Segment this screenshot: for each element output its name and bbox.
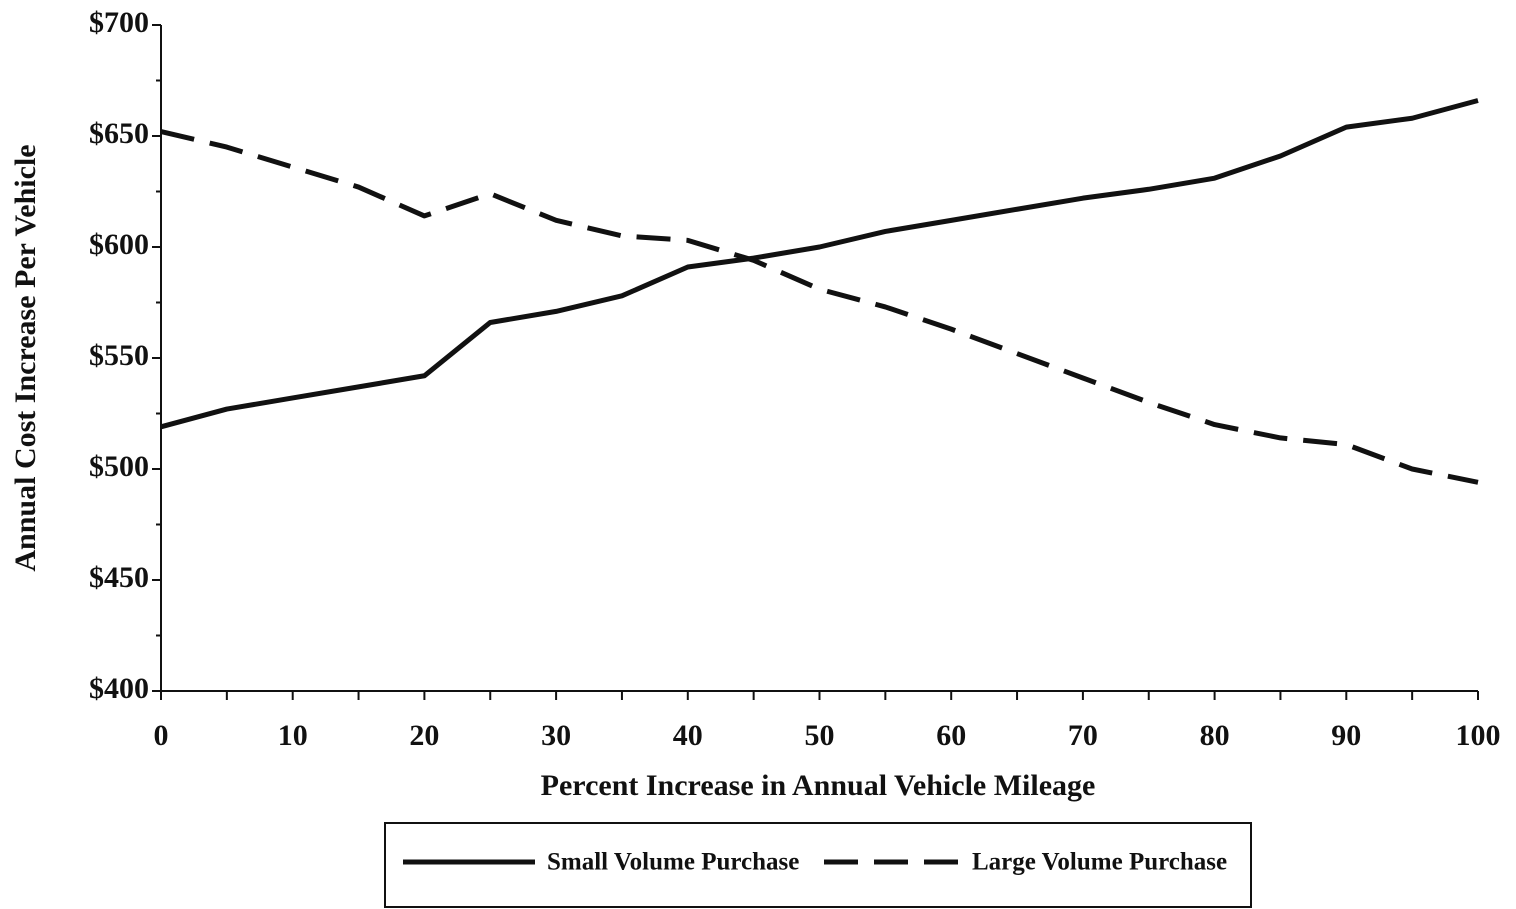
x-tick-label: 50 [805, 719, 835, 752]
y-axis-label: Annual Cost Increase Per Vehicle [9, 144, 42, 571]
x-tick-label: 90 [1331, 719, 1361, 752]
x-tick-label: 0 [154, 719, 169, 752]
x-tick-label: 20 [409, 719, 439, 752]
series-line [160, 129, 1479, 485]
legend-label: Large Volume Purchase [972, 849, 1227, 876]
x-tick-label: 60 [936, 719, 966, 752]
x-tick-label: 80 [1200, 719, 1230, 752]
y-tick-label: $400 [89, 672, 149, 705]
x-tick-label: 40 [673, 719, 703, 752]
x-tick-label: 70 [1068, 719, 1098, 752]
legend-box [384, 822, 1252, 908]
y-tick-label: $450 [89, 561, 149, 594]
legend-label: Small Volume Purchase [547, 849, 799, 876]
series-line [160, 98, 1479, 430]
x-tick-label: 100 [1456, 719, 1501, 752]
y-tick-label: $550 [89, 339, 149, 372]
x-axis-label: Percent Increase in Annual Vehicle Milea… [541, 769, 1096, 802]
y-tick-label: $500 [89, 450, 149, 483]
y-tick-label: $600 [89, 228, 149, 261]
x-tick-label: 30 [541, 719, 571, 752]
y-tick-label: $700 [89, 6, 149, 39]
y-tick-label: $650 [89, 117, 149, 150]
x-tick-label: 10 [278, 719, 308, 752]
